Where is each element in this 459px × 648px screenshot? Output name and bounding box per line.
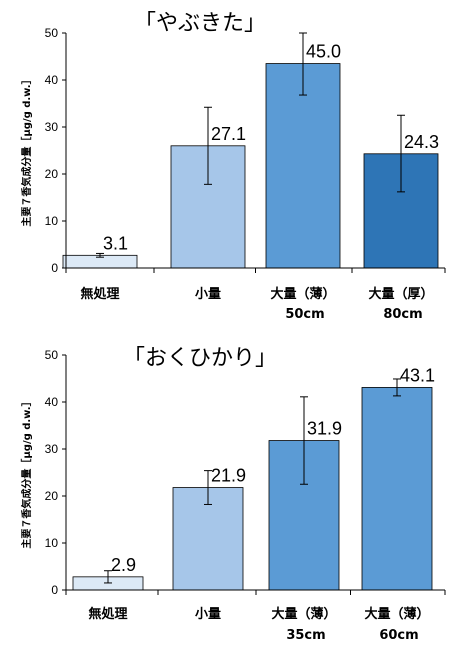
category-label: 大量（薄） [271, 606, 336, 622]
y-tick-label: 50 [45, 26, 59, 40]
category-label: 無処理 [88, 606, 127, 622]
y-axis-label: 主要７香気成分量［μg/g d.w.］ [20, 396, 33, 548]
chart-1: 「やぶきた」主要７香気成分量［μg/g d.w.］ 0 10 20 30 40 50 3.1 2… [20, 11, 446, 322]
data-label: 31.9 [307, 419, 342, 439]
category-label: 無処理 [80, 286, 119, 302]
y-tick-label: 40 [45, 395, 59, 409]
category-sublabel: 60cm [379, 628, 418, 643]
y-tick-label: 40 [45, 73, 59, 87]
data-label: 3.1 [103, 233, 128, 253]
data-label: 45.0 [306, 42, 341, 62]
bar [361, 387, 433, 591]
y-tick-label: 20 [45, 167, 59, 181]
category-label: 大量（薄） [364, 606, 429, 622]
category-sublabel: 50cm [285, 307, 324, 322]
chart-title: 「おくひかり」 [123, 346, 277, 371]
category-sublabel: 35cm [286, 628, 325, 643]
data-label: 27.1 [211, 124, 246, 144]
data-label: 24.3 [404, 132, 439, 152]
y-tick-label: 10 [45, 214, 59, 228]
y-tick-label: 0 [51, 261, 58, 275]
y-axis-label: 主要７香気成分量［μg/g d.w.］ [20, 74, 33, 226]
category-label: 小量 [195, 607, 221, 622]
chart-title: 「やぶきた」 [134, 11, 266, 36]
data-label: 2.9 [111, 555, 136, 575]
category-sublabel: 80cm [383, 307, 422, 322]
y-tick-label: 0 [51, 583, 58, 597]
category-label: 大量（厚） [368, 286, 433, 302]
data-label: 21.9 [211, 466, 246, 486]
y-tick-label: 50 [45, 348, 59, 362]
y-tick-label: 30 [45, 120, 59, 134]
chart-2: 「おくひかり」主要７香気成分量［μg/g d.w.］ 0 10 20 30 40 50 2.9… [20, 346, 446, 643]
y-tick-label: 10 [45, 536, 59, 550]
category-label: 大量（薄） [270, 286, 335, 302]
y-tick-label: 20 [45, 489, 59, 503]
data-label: 43.1 [400, 365, 435, 385]
category-label: 小量 [195, 287, 221, 302]
y-tick-label: 30 [45, 442, 59, 456]
